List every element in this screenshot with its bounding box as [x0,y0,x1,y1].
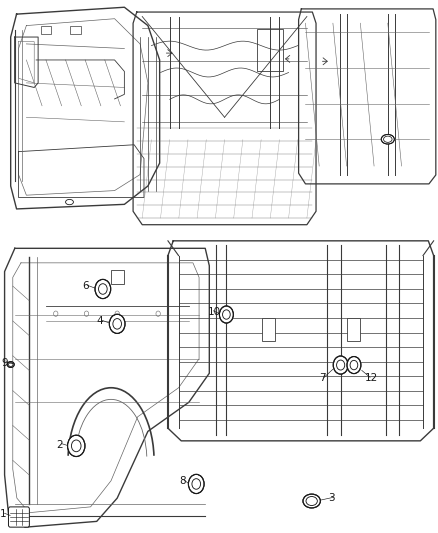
Text: 1: 1 [0,510,6,519]
Circle shape [67,435,85,456]
Circle shape [347,357,361,374]
Text: 3: 3 [328,494,335,503]
Ellipse shape [7,361,14,367]
FancyBboxPatch shape [347,318,360,341]
Circle shape [95,279,111,298]
Text: 12: 12 [365,374,378,383]
Circle shape [219,306,233,323]
FancyBboxPatch shape [8,507,29,527]
Text: 10: 10 [208,307,221,317]
Text: 7: 7 [319,374,325,383]
Text: 4: 4 [96,316,103,326]
Ellipse shape [381,134,394,144]
Circle shape [333,356,348,374]
Text: 6: 6 [82,281,88,292]
FancyBboxPatch shape [262,318,276,341]
Ellipse shape [303,494,320,508]
Text: 9: 9 [1,359,8,368]
Circle shape [110,314,125,334]
Text: 2: 2 [57,440,63,450]
Text: 8: 8 [179,477,185,486]
Circle shape [188,474,204,494]
